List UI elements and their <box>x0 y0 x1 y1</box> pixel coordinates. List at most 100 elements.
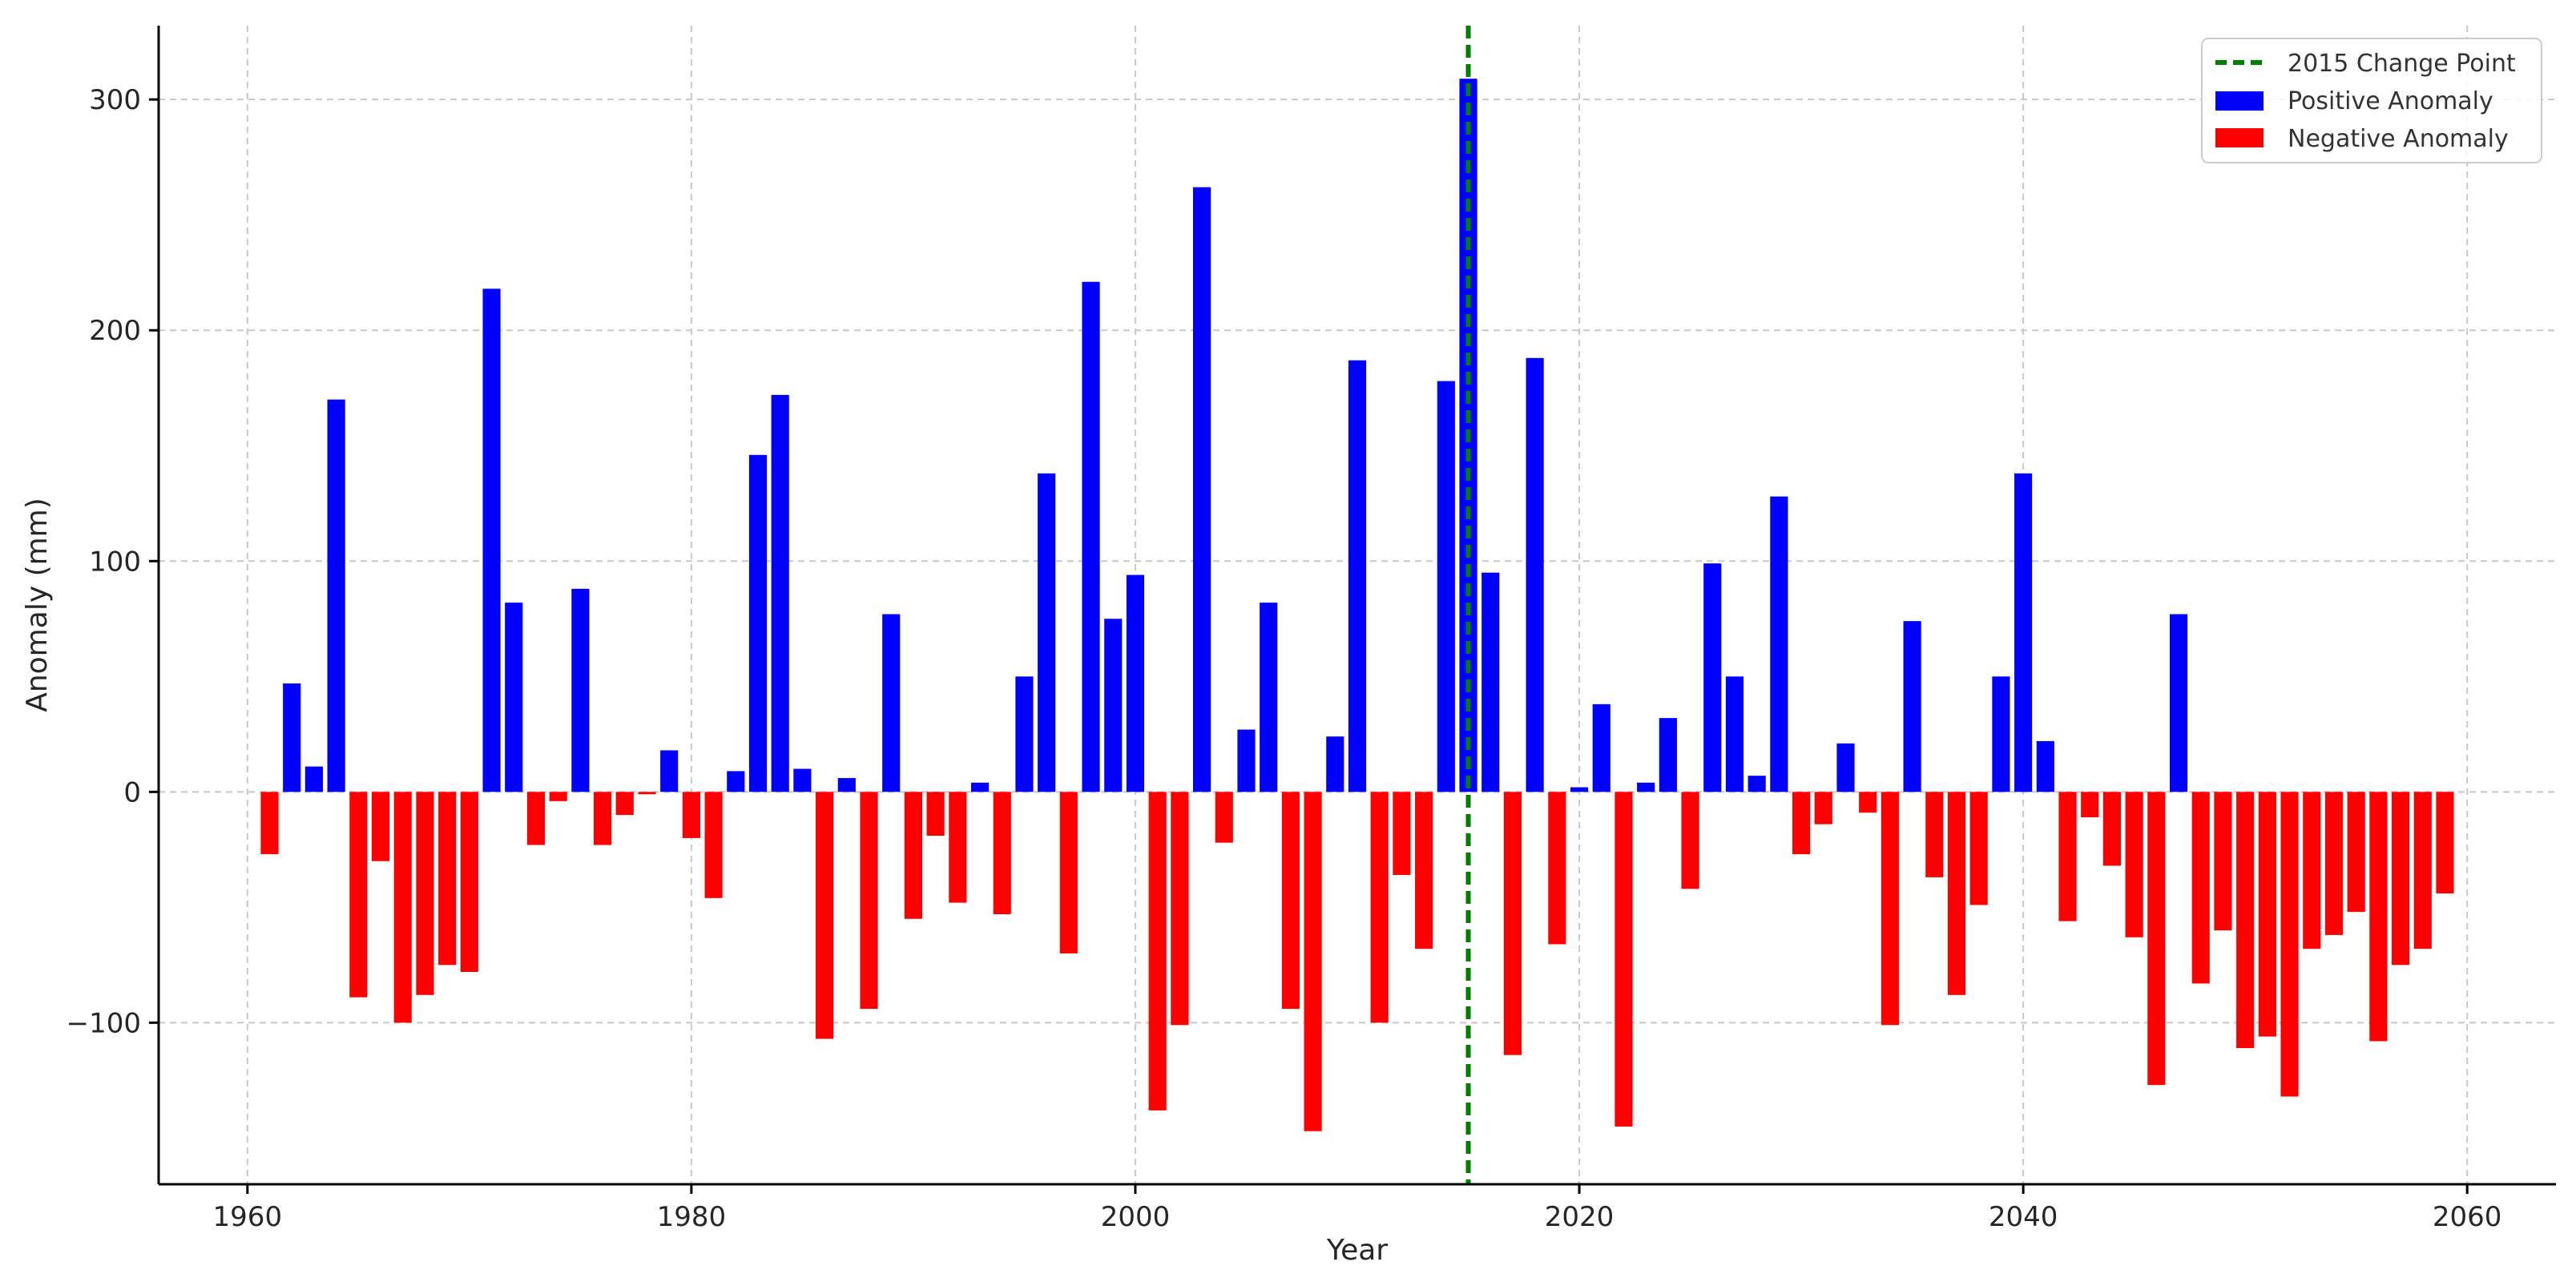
bar-negative <box>416 792 434 995</box>
bar-positive <box>1482 572 1500 792</box>
bar-negative <box>860 792 878 1010</box>
bar-negative <box>1969 792 1988 905</box>
bar-negative <box>2147 792 2166 1086</box>
bar-positive <box>793 768 812 792</box>
x-tick-label: 2040 <box>1989 1201 2058 1233</box>
bar-positive <box>1126 574 1145 792</box>
bar-negative <box>615 792 634 816</box>
bar-positive <box>1015 676 1034 792</box>
legend-frame <box>2201 38 2542 163</box>
bar-positive <box>1326 736 1344 792</box>
bar-positive <box>837 778 856 792</box>
bar-negative <box>1503 792 1522 1055</box>
legend-negative-label: Negative Anomaly <box>2288 125 2509 153</box>
legend-positive-label: Positive Anomaly <box>2288 87 2493 115</box>
bar-positive <box>304 766 323 792</box>
y-tick-label: −100 <box>67 1007 141 1039</box>
bar-negative <box>949 792 967 903</box>
bar-negative <box>549 792 567 801</box>
bar-negative <box>1947 792 1966 995</box>
bar-positive <box>1770 496 1788 792</box>
bar-negative <box>1925 792 1944 877</box>
bar-negative <box>1215 792 1233 843</box>
x-axis-title: Year <box>1326 1234 1388 1267</box>
bar-negative <box>1548 792 1566 945</box>
bar-positive <box>1836 743 1855 792</box>
legend-positive-swatch <box>2215 91 2264 111</box>
bar-positive <box>1748 776 1766 792</box>
bar-negative <box>260 792 279 855</box>
bar-negative <box>1370 792 1389 1023</box>
y-tick-label: 0 <box>123 776 141 808</box>
x-tick-label: 2000 <box>1101 1201 1171 1233</box>
bar-positive <box>505 603 523 792</box>
bar-negative <box>2369 792 2388 1042</box>
bar-positive <box>1659 718 1677 792</box>
bar-positive <box>1104 619 1123 792</box>
bar-negative <box>2347 792 2365 913</box>
bar-positive <box>1570 787 1589 792</box>
bar-positive <box>1237 729 1256 792</box>
bar-negative <box>638 792 656 795</box>
x-tick-label: 1980 <box>657 1201 727 1233</box>
bar-negative <box>1059 792 1078 953</box>
bar-negative <box>393 792 412 1023</box>
bar-positive <box>482 288 501 792</box>
bar-positive <box>2014 473 2033 792</box>
bar-negative <box>2236 792 2255 1049</box>
bar-negative <box>1304 792 1322 1131</box>
bar-positive <box>771 394 789 792</box>
y-tick-label: 100 <box>89 546 141 578</box>
bar-positive <box>1637 782 1655 792</box>
bar-negative <box>2391 792 2410 966</box>
bar-positive <box>1437 381 1455 792</box>
bar-negative <box>2436 792 2454 894</box>
bar-negative <box>926 792 945 837</box>
bar-negative <box>1171 792 1189 1026</box>
bar-positive <box>748 454 768 792</box>
bar-negative <box>2058 792 2077 921</box>
x-tick-label: 2020 <box>1545 1201 1615 1233</box>
bar-positive <box>1725 676 1744 792</box>
bar-negative <box>704 792 723 898</box>
bar-negative <box>2191 792 2210 984</box>
bar-negative <box>2413 792 2432 949</box>
bar-negative <box>1148 792 1167 1111</box>
bar-positive <box>970 782 990 792</box>
legend: 2015 Change Point Positive Anomaly Negat… <box>2201 38 2542 163</box>
bar-negative <box>593 792 612 845</box>
bar-negative <box>816 792 834 1039</box>
bar-negative <box>2258 792 2276 1037</box>
x-tick-label: 2060 <box>2433 1201 2502 1233</box>
bar-positive <box>1038 473 1056 792</box>
bar-negative <box>904 792 922 919</box>
bar-negative <box>526 792 546 845</box>
bar-positive <box>1992 676 2010 792</box>
bar-positive <box>1192 187 1211 792</box>
bar-negative <box>2280 792 2299 1097</box>
bar-positive <box>2169 614 2188 792</box>
bar-positive <box>660 750 679 792</box>
bar-positive <box>1592 703 1611 792</box>
bars <box>260 79 2454 1131</box>
bar-positive <box>283 683 301 792</box>
legend-negative-swatch <box>2215 128 2264 147</box>
x-tick-label: 1960 <box>213 1201 283 1233</box>
bar-negative <box>349 792 368 998</box>
bar-negative <box>1393 792 1411 876</box>
bar-negative <box>993 792 1011 914</box>
bar-negative <box>1814 792 1832 824</box>
bar-negative <box>1681 792 1699 889</box>
bar-negative <box>1792 792 1811 855</box>
bar-positive <box>1348 360 1367 792</box>
bar-negative <box>1615 792 1633 1127</box>
bar-negative <box>1881 792 1899 1026</box>
bar-positive <box>1526 357 1544 792</box>
bar-negative <box>2125 792 2143 937</box>
bar-negative <box>2214 792 2232 931</box>
bar-negative <box>2102 792 2121 866</box>
bar-positive <box>727 771 745 792</box>
bar-negative <box>460 792 478 972</box>
bar-negative <box>1859 792 1877 813</box>
